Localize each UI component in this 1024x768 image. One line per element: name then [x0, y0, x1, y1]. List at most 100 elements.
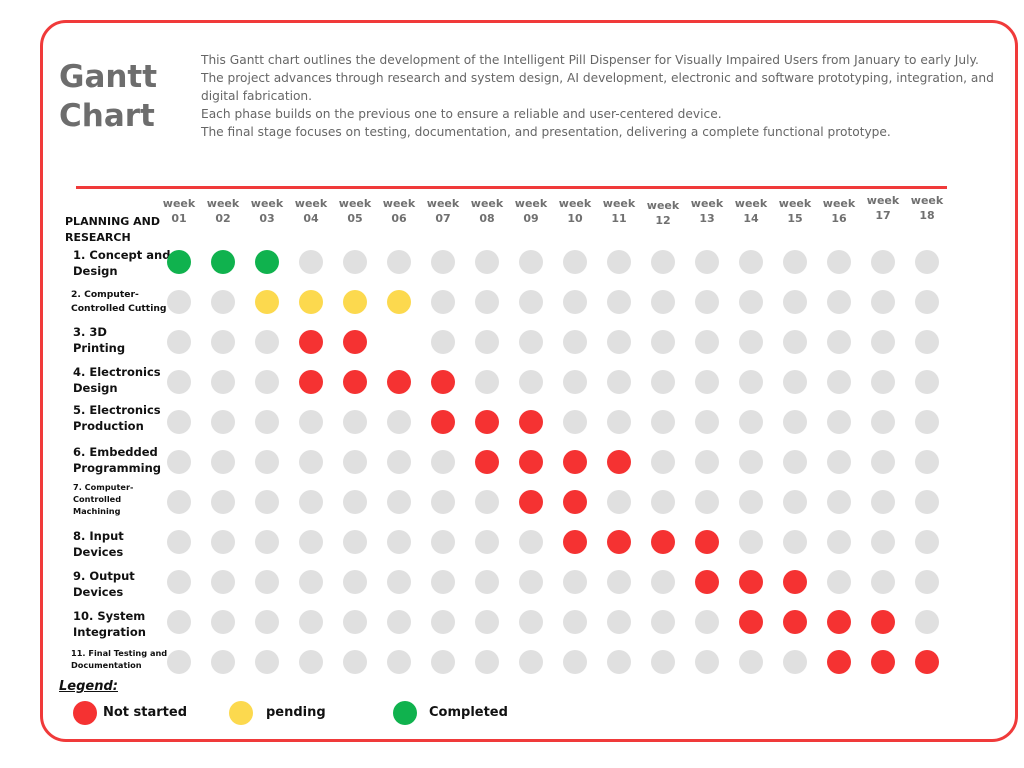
gantt-cell — [827, 610, 851, 634]
gantt-cell — [211, 610, 235, 634]
gantt-cell — [475, 410, 499, 434]
gantt-cell — [563, 330, 587, 354]
gantt-cell — [475, 250, 499, 274]
gantt-cell — [475, 610, 499, 634]
legend-swatch — [229, 701, 253, 725]
gantt-cell — [343, 370, 367, 394]
gantt-cell — [871, 610, 895, 634]
gantt-cell — [211, 410, 235, 434]
gantt-cell — [783, 450, 807, 474]
gantt-cell — [255, 490, 279, 514]
gantt-cell — [299, 490, 323, 514]
gantt-cell — [651, 290, 675, 314]
gantt-cell — [387, 570, 411, 594]
gantt-cell — [255, 290, 279, 314]
task-label: 7. Computer- Controlled Machining — [73, 482, 134, 516]
gantt-cell — [827, 250, 851, 274]
gantt-cell — [739, 410, 763, 434]
gantt-cell — [695, 650, 719, 674]
legend-swatch — [393, 701, 417, 725]
gantt-cell — [739, 450, 763, 474]
task-label: 11. Final Testing and Documentation — [71, 648, 168, 670]
gantt-cell — [299, 530, 323, 554]
gantt-cell — [827, 450, 851, 474]
week-label: week 03 — [250, 197, 284, 225]
gantt-cell — [255, 250, 279, 274]
description-line: This Gantt chart outlines the developmen… — [201, 53, 979, 67]
week-label: week 07 — [426, 197, 460, 225]
gantt-cell — [343, 450, 367, 474]
gantt-cell — [431, 650, 455, 674]
title-line: Chart — [59, 98, 155, 134]
gantt-cell — [563, 610, 587, 634]
gantt-cell — [299, 330, 323, 354]
gantt-cell — [343, 650, 367, 674]
gantt-cell — [651, 250, 675, 274]
task-label: 8. Input Devices — [73, 529, 124, 559]
gantt-cell — [431, 250, 455, 274]
gantt-cell — [739, 290, 763, 314]
gantt-cell — [167, 530, 191, 554]
gantt-cell — [167, 610, 191, 634]
gantt-cell — [431, 410, 455, 434]
gantt-cell — [387, 610, 411, 634]
gantt-cell — [827, 410, 851, 434]
gantt-cell — [827, 290, 851, 314]
gantt-cell — [475, 490, 499, 514]
week-label: week 14 — [734, 197, 768, 225]
gantt-cell — [211, 370, 235, 394]
gantt-cell — [167, 410, 191, 434]
gantt-cell — [475, 370, 499, 394]
gantt-cell — [915, 450, 939, 474]
gantt-cell — [299, 570, 323, 594]
gantt-cell — [651, 490, 675, 514]
gantt-cell — [871, 410, 895, 434]
gantt-cell — [167, 570, 191, 594]
gantt-cell — [871, 530, 895, 554]
gantt-cell — [299, 290, 323, 314]
gantt-cell — [827, 370, 851, 394]
description-line: The project advances through research an… — [201, 71, 994, 103]
week-label: week 09 — [514, 197, 548, 225]
gantt-cell — [167, 490, 191, 514]
gantt-cell — [211, 570, 235, 594]
legend-label: Not started — [103, 705, 188, 720]
task-label: 4. Electronics Design — [73, 365, 161, 395]
gantt-cell — [695, 330, 719, 354]
gantt-cell — [519, 610, 543, 634]
description: This Gantt chart outlines the developmen… — [201, 51, 1011, 141]
gantt-cell — [915, 290, 939, 314]
gantt-cell — [827, 330, 851, 354]
gantt-cell — [607, 410, 631, 434]
gantt-cell — [343, 490, 367, 514]
gantt-cell — [695, 250, 719, 274]
gantt-cell — [431, 610, 455, 634]
gantt-cell — [563, 410, 587, 434]
gantt-cell — [387, 250, 411, 274]
gantt-cell — [387, 370, 411, 394]
gantt-cell — [475, 290, 499, 314]
description-line: The final stage focuses on testing, docu… — [201, 125, 891, 139]
gantt-cell — [211, 290, 235, 314]
gantt-cell — [871, 570, 895, 594]
gantt-cell — [739, 490, 763, 514]
task-label: 6. Embedded Programming — [73, 445, 161, 475]
week-label: week 08 — [470, 197, 504, 225]
gantt-cell — [387, 490, 411, 514]
gantt-cell — [871, 330, 895, 354]
header-divider — [76, 186, 947, 189]
gantt-cell — [387, 650, 411, 674]
gantt-cell — [343, 610, 367, 634]
gantt-cell — [167, 250, 191, 274]
gantt-cell — [783, 290, 807, 314]
gantt-cell — [211, 250, 235, 274]
gantt-cell — [343, 570, 367, 594]
gantt-cell — [651, 370, 675, 394]
legend-swatch — [73, 701, 97, 725]
gantt-cell — [695, 410, 719, 434]
gantt-cell — [783, 650, 807, 674]
gantt-cell — [475, 530, 499, 554]
gantt-cell — [607, 490, 631, 514]
task-label: 10. System Integration — [73, 609, 146, 639]
week-label: week 11 — [602, 197, 636, 225]
